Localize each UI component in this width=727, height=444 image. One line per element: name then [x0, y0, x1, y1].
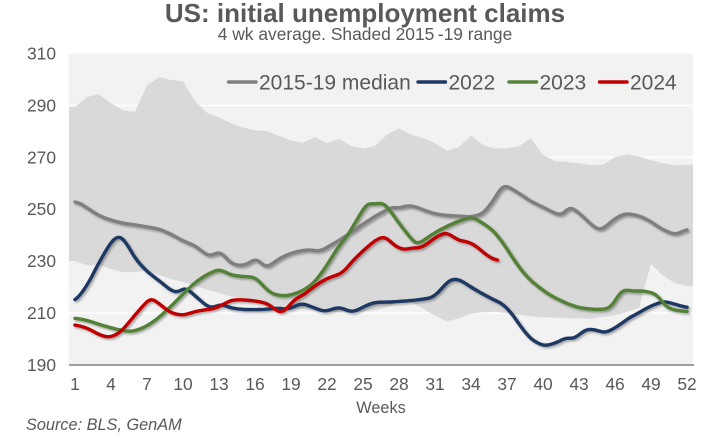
svg-text:43: 43	[569, 374, 588, 394]
svg-text:1: 1	[70, 374, 80, 394]
svg-text:25: 25	[353, 374, 372, 394]
svg-text:4 wk average. Shaded 2015 -19: 4 wk average. Shaded 2015 -19 range	[218, 24, 513, 44]
svg-text:310: 310	[27, 44, 56, 64]
svg-text:46: 46	[605, 374, 624, 394]
svg-text:34: 34	[461, 374, 481, 394]
svg-text:2022: 2022	[449, 72, 496, 95]
svg-text:40: 40	[533, 374, 552, 394]
svg-text:13: 13	[209, 374, 228, 394]
svg-text:49: 49	[641, 374, 660, 394]
svg-text:4: 4	[106, 374, 116, 394]
svg-text:US: initial unemployment claim: US: initial unemployment claims	[165, 0, 565, 28]
svg-text:Source: BLS, GenAM: Source: BLS, GenAM	[26, 416, 182, 434]
svg-text:210: 210	[27, 303, 56, 323]
svg-text:190: 190	[27, 355, 56, 375]
svg-text:290: 290	[27, 95, 56, 115]
svg-text:16: 16	[245, 374, 264, 394]
svg-text:230: 230	[27, 251, 56, 271]
svg-text:52: 52	[677, 374, 696, 394]
svg-text:7: 7	[142, 374, 152, 394]
svg-text:2015-19 median: 2015-19 median	[259, 72, 411, 95]
svg-text:270: 270	[27, 147, 56, 167]
svg-text:28: 28	[389, 374, 408, 394]
svg-text:37: 37	[497, 374, 516, 394]
svg-text:10: 10	[173, 374, 192, 394]
svg-text:19: 19	[281, 374, 300, 394]
svg-text:31: 31	[425, 374, 444, 394]
svg-text:2024: 2024	[630, 72, 677, 95]
svg-text:22: 22	[317, 374, 336, 394]
svg-text:Weeks: Weeks	[356, 399, 405, 417]
svg-text:250: 250	[27, 199, 56, 219]
svg-text:2023: 2023	[540, 72, 587, 95]
